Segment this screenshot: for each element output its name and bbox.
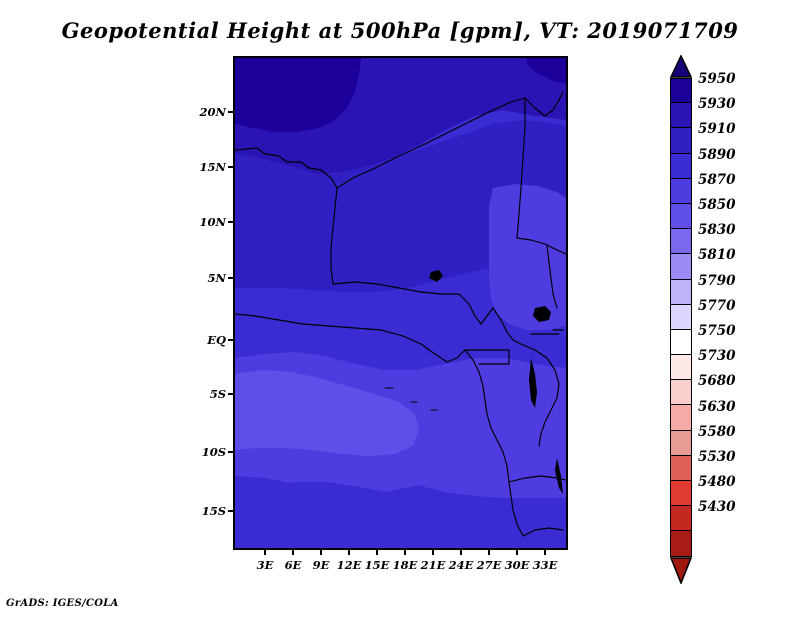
xtick-label-6E: 6E: [284, 558, 302, 572]
xtick-label-12E: 12E: [336, 558, 362, 572]
colorbar-label-5930: 5930: [698, 96, 736, 113]
xtick-mark-15E: [376, 550, 378, 555]
ytick-label-10S: 10S: [201, 445, 226, 459]
ytick-mark-20N: [228, 111, 233, 113]
xtick-mark-30E: [516, 550, 518, 555]
colorbar: 5950 5930 5910 5890 5870 5850 5830 5810 5790 5770…: [668, 55, 798, 584]
colorbar-swatch-extend-min: [670, 531, 692, 557]
xtick-mark-18E: [404, 550, 406, 555]
xtick-label-15E: 15E: [364, 558, 390, 572]
ytick-label-15S: 15S: [201, 504, 226, 518]
contour-band-5850: [235, 370, 419, 456]
colorbar-swatch-5480: [670, 481, 692, 507]
ytick-label-5N: 5N: [207, 271, 226, 285]
ytick-mark-15N: [228, 166, 233, 168]
contour-band-5870-ne: [489, 184, 566, 330]
colorbar-swatch-5430: [670, 506, 692, 532]
colorbar-swatch-5750: [670, 329, 692, 356]
colorbar-label-5850: 5850: [698, 197, 736, 213]
xtick-label-30E: 30E: [504, 558, 530, 572]
colorbar-label-5430: 5430: [698, 499, 736, 516]
colorbar-extend-max-arrow: [670, 55, 692, 78]
colorbar-swatch-5680: [670, 380, 692, 406]
colorbar-label-5750: 5750: [698, 323, 736, 339]
contour-band-5950-ne: [527, 58, 566, 84]
xtick-label-24E: 24E: [448, 558, 474, 572]
credit-text: GrADS: IGES/COLA: [6, 598, 119, 609]
colorbar-swatch-5890: [670, 153, 692, 179]
lake-chad: [429, 270, 443, 282]
xtick-mark-6E: [292, 550, 294, 555]
geopotential-height-map: [235, 58, 566, 548]
xtick-label-33E: 33E: [532, 558, 558, 572]
colorbar-label-5810: 5810: [698, 247, 736, 264]
contour-band-5870-s: [421, 452, 566, 498]
colorbar-label-5870: 5870: [698, 171, 736, 188]
xtick-mark-12E: [348, 550, 350, 555]
colorbar-swatch-5530: [670, 455, 692, 481]
xtick-mark-3E: [264, 550, 266, 555]
contour-band-5890-s: [235, 482, 566, 548]
colorbar-swatch-5950: [670, 78, 692, 104]
colorbar-swatch-5730: [670, 355, 692, 381]
xtick-label-21E: 21E: [420, 558, 446, 572]
colorbar-swatch-5810: [670, 254, 692, 280]
colorbar-swatch-5630: [670, 405, 692, 431]
colorbar-label-5480: 5480: [698, 474, 736, 491]
xtick-label-3E: 3E: [256, 558, 274, 572]
ytick-mark-EQ: [228, 339, 233, 341]
ytick-mark-10N: [228, 221, 233, 223]
xtick-mark-33E: [544, 550, 546, 555]
colorbar-swatch-5870: [670, 178, 692, 204]
ytick-mark-15S: [228, 510, 233, 512]
colorbar-swatch-5850: [670, 203, 692, 230]
colorbar-label-5910: 5910: [698, 121, 736, 138]
colorbar-label-5580: 5580: [698, 423, 736, 440]
colorbar-extend-min-arrow: [670, 556, 692, 584]
colorbar-swatch-5930: [670, 103, 692, 129]
colorbar-label-5530: 5530: [698, 449, 736, 465]
colorbar-swatch-5830: [670, 229, 692, 255]
colorbar-label-5790: 5790: [698, 272, 736, 289]
contour-band-5910: [235, 120, 566, 292]
colorbar-label-5830: 5830: [698, 222, 736, 239]
lake-malawi: [555, 458, 563, 494]
lake-tanganyika: [529, 358, 537, 408]
contour-band-5950: [235, 58, 361, 132]
map-plot-area: [233, 56, 568, 550]
colorbar-label-5680: 5680: [698, 373, 736, 390]
country-borders: [235, 91, 566, 537]
colorbar-swatch-stack: [670, 78, 692, 557]
colorbar-swatch-5770: [670, 304, 692, 330]
colorbar-swatch-5910: [670, 128, 692, 154]
xtick-mark-9E: [320, 550, 322, 555]
colorbar-label-5950: 5950: [698, 71, 736, 87]
colorbar-label-5770: 5770: [698, 297, 736, 314]
colorbar-swatch-5790: [670, 279, 692, 305]
colorbar-swatch-5580: [670, 430, 692, 456]
xtick-mark-21E: [432, 550, 434, 555]
xtick-label-27E: 27E: [476, 558, 502, 572]
ytick-label-5S: 5S: [209, 387, 226, 401]
ytick-label-EQ: EQ: [207, 333, 226, 347]
colorbar-label-5890: 5890: [698, 146, 736, 163]
xtick-label-18E: 18E: [392, 558, 418, 572]
colorbar-label-5630: 5630: [698, 398, 736, 415]
ytick-label-20N: 20N: [199, 105, 226, 119]
lake-victoria: [533, 306, 551, 322]
colorbar-label-5730: 5730: [698, 348, 736, 365]
ytick-label-15N: 15N: [199, 160, 226, 174]
ytick-label-10N: 10N: [199, 215, 226, 229]
ytick-mark-5N: [228, 277, 233, 279]
ytick-mark-5S: [228, 393, 233, 395]
xtick-label-9E: 9E: [312, 558, 330, 572]
page-title: Geopotential Height at 500hPa [gpm], VT:…: [61, 18, 739, 43]
xtick-mark-27E: [488, 550, 490, 555]
ytick-mark-10S: [228, 451, 233, 453]
xtick-mark-24E: [460, 550, 462, 555]
